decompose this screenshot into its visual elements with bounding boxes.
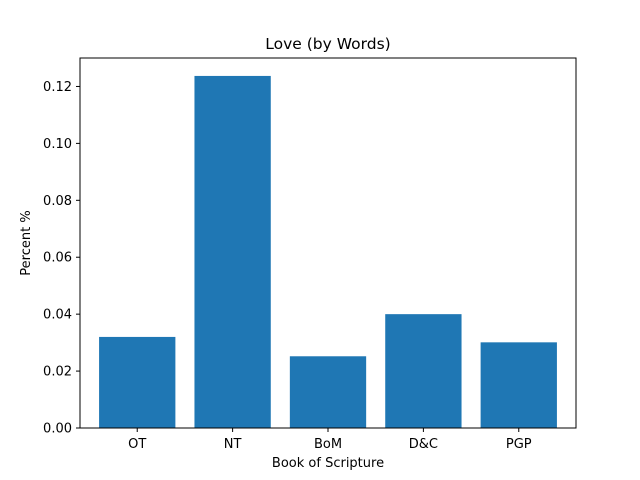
bar-pgp [480, 342, 557, 428]
y-tick-label: 0.00 [43, 422, 72, 437]
x-tick-label: NT [224, 437, 242, 452]
x-axis-label: Book of Scripture [272, 456, 384, 471]
x-tick-label: PGP [506, 437, 532, 452]
x-tick-label: BoM [314, 437, 342, 452]
y-tick-label: 0.12 [43, 80, 72, 95]
x-tick-label: D&C [409, 437, 438, 452]
plot-frame [79, 57, 577, 429]
bar-ot [99, 336, 176, 428]
x-tick-label: OT [128, 437, 146, 452]
y-tick-label: 0.02 [43, 365, 72, 380]
x-axis-ticks: OT NT BoM D&C PGP [128, 428, 532, 452]
y-tick-label: 0.06 [43, 251, 72, 266]
bar-bom [289, 356, 367, 428]
y-tick-label: 0.10 [43, 137, 72, 152]
y-tick-label: 0.04 [43, 308, 72, 323]
bar-nt [194, 75, 271, 428]
bar-d-c [385, 314, 462, 428]
chart-title: Love (by Words) [265, 35, 390, 53]
y-tick-label: 0.08 [43, 194, 72, 209]
y-axis-ticks: 0.00 0.02 0.04 0.06 0.08 0.10 0.12 [43, 80, 80, 437]
y-axis-label: Percent % [19, 210, 34, 275]
bars-group [99, 75, 557, 428]
